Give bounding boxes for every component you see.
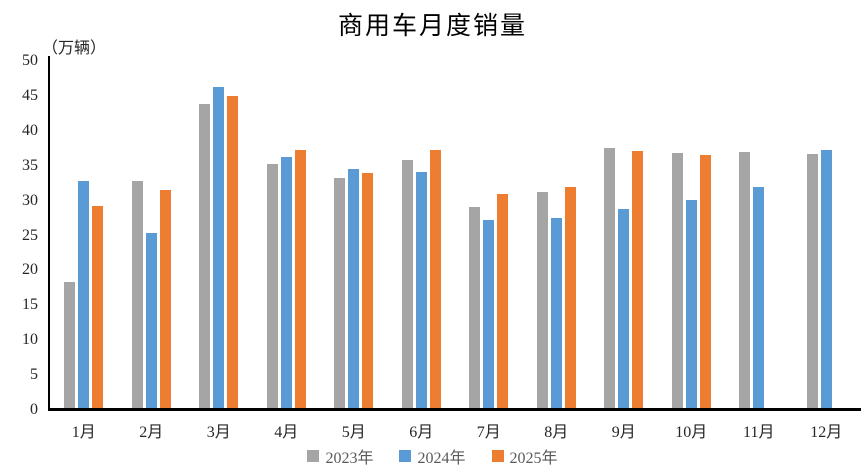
y-tick-label: 35 (22, 156, 38, 174)
bar-2023年-6月 (401, 160, 413, 408)
y-tick-label: 40 (22, 121, 38, 139)
bar-2024年-7月 (483, 220, 495, 408)
bar-2023年-12月 (806, 154, 818, 408)
bar-2023年-7月 (469, 207, 481, 408)
legend-label: 2024年 (417, 450, 466, 467)
x-tick-label: 4月 (274, 424, 299, 441)
bar-2023年-2月 (131, 181, 143, 408)
y-tick-label: 5 (30, 366, 38, 384)
bar-group-7月 (455, 56, 523, 408)
bar-2023年-11月 (739, 152, 751, 408)
bar-2023年-3月 (199, 104, 211, 408)
x-tick-label: 8月 (544, 424, 569, 441)
bar-2025年-10月 (699, 155, 711, 408)
y-tick-label: 20 (22, 261, 38, 279)
x-tick-label: 5月 (341, 424, 366, 441)
bar-2025年-4月 (294, 150, 306, 408)
legend-label: 2025年 (509, 450, 558, 467)
x-tick-label: 9月 (611, 424, 636, 441)
bar-2024年-1月 (78, 181, 90, 408)
bar-2024年-10月 (685, 200, 697, 408)
bar-group-8月 (523, 56, 591, 408)
bar-2024年-2月 (145, 233, 157, 408)
bar-2025年-9月 (632, 151, 644, 408)
bar-2024年-12月 (820, 150, 832, 408)
bar-2024年-4月 (280, 157, 292, 408)
bar-group-4月 (253, 56, 321, 408)
bar-2024年-3月 (213, 87, 225, 408)
bar-2025年-6月 (429, 150, 441, 408)
legend-item-2025年: 2025年 (491, 444, 558, 468)
y-tick-label: 15 (22, 296, 38, 314)
x-tick-label: 1月 (71, 424, 96, 441)
y-tick-label: 10 (22, 331, 38, 349)
bar-2023年-4月 (266, 164, 278, 408)
y-tick-label: 25 (22, 226, 38, 244)
legend-swatch-icon (399, 450, 412, 462)
bar-group-1月 (50, 56, 118, 408)
bar-2025年-7月 (497, 194, 509, 408)
bar-2025年-2月 (159, 190, 171, 408)
bar-group-2月 (118, 56, 186, 408)
bar-2025年-5月 (362, 173, 374, 408)
x-tick-label: 2月 (139, 424, 164, 441)
bar-group-5月 (320, 56, 388, 408)
y-tick-label: 30 (22, 191, 38, 209)
y-tick-label: 0 (30, 401, 38, 418)
bar-2025年-1月 (92, 206, 104, 408)
bar-2023年-10月 (671, 153, 683, 408)
legend: 2023年 2024年 2025年 (0, 444, 865, 468)
legend-swatch-icon (491, 450, 504, 462)
x-tick-label: 10月 (675, 424, 708, 441)
bar-2025年-8月 (564, 187, 576, 408)
bar-group-6月 (388, 56, 456, 408)
bar-2023年-5月 (334, 178, 346, 408)
bar-2023年-8月 (536, 192, 548, 408)
bar-group-3月 (185, 56, 253, 408)
legend-item-2024年: 2024年 (399, 444, 466, 468)
y-tick-label: 45 (22, 86, 38, 104)
x-tick-label: 11月 (743, 424, 775, 441)
bar-group-12月 (793, 56, 861, 408)
legend-item-2023年: 2023年 (307, 444, 373, 468)
x-tick-label: 12月 (810, 424, 843, 441)
bar-2024年-9月 (618, 209, 630, 408)
bar-2023年-9月 (604, 148, 616, 408)
x-tick-label: 6月 (409, 424, 434, 441)
x-tick-label: 3月 (206, 424, 231, 441)
bar-group-11月 (725, 56, 793, 408)
y-axis-unit-label: （万辆） (42, 40, 107, 57)
chart-title: 商用车月度销量 (337, 13, 527, 40)
bar-2024年-11月 (753, 187, 765, 408)
legend-label: 2023年 (325, 450, 374, 467)
bar-group-9月 (590, 56, 658, 408)
bar-2023年-1月 (64, 282, 76, 408)
bar-2024年-5月 (348, 169, 360, 408)
bar-2024年-8月 (550, 218, 562, 408)
bar-2024年-6月 (415, 172, 427, 408)
y-axis-line (48, 56, 50, 411)
x-axis-line (48, 408, 861, 411)
y-tick-label: 50 (22, 52, 38, 69)
legend-swatch-icon (307, 450, 320, 462)
x-tick-label: 7月 (476, 424, 501, 441)
bar-group-10月 (658, 56, 726, 408)
bar-2025年-3月 (227, 96, 239, 408)
